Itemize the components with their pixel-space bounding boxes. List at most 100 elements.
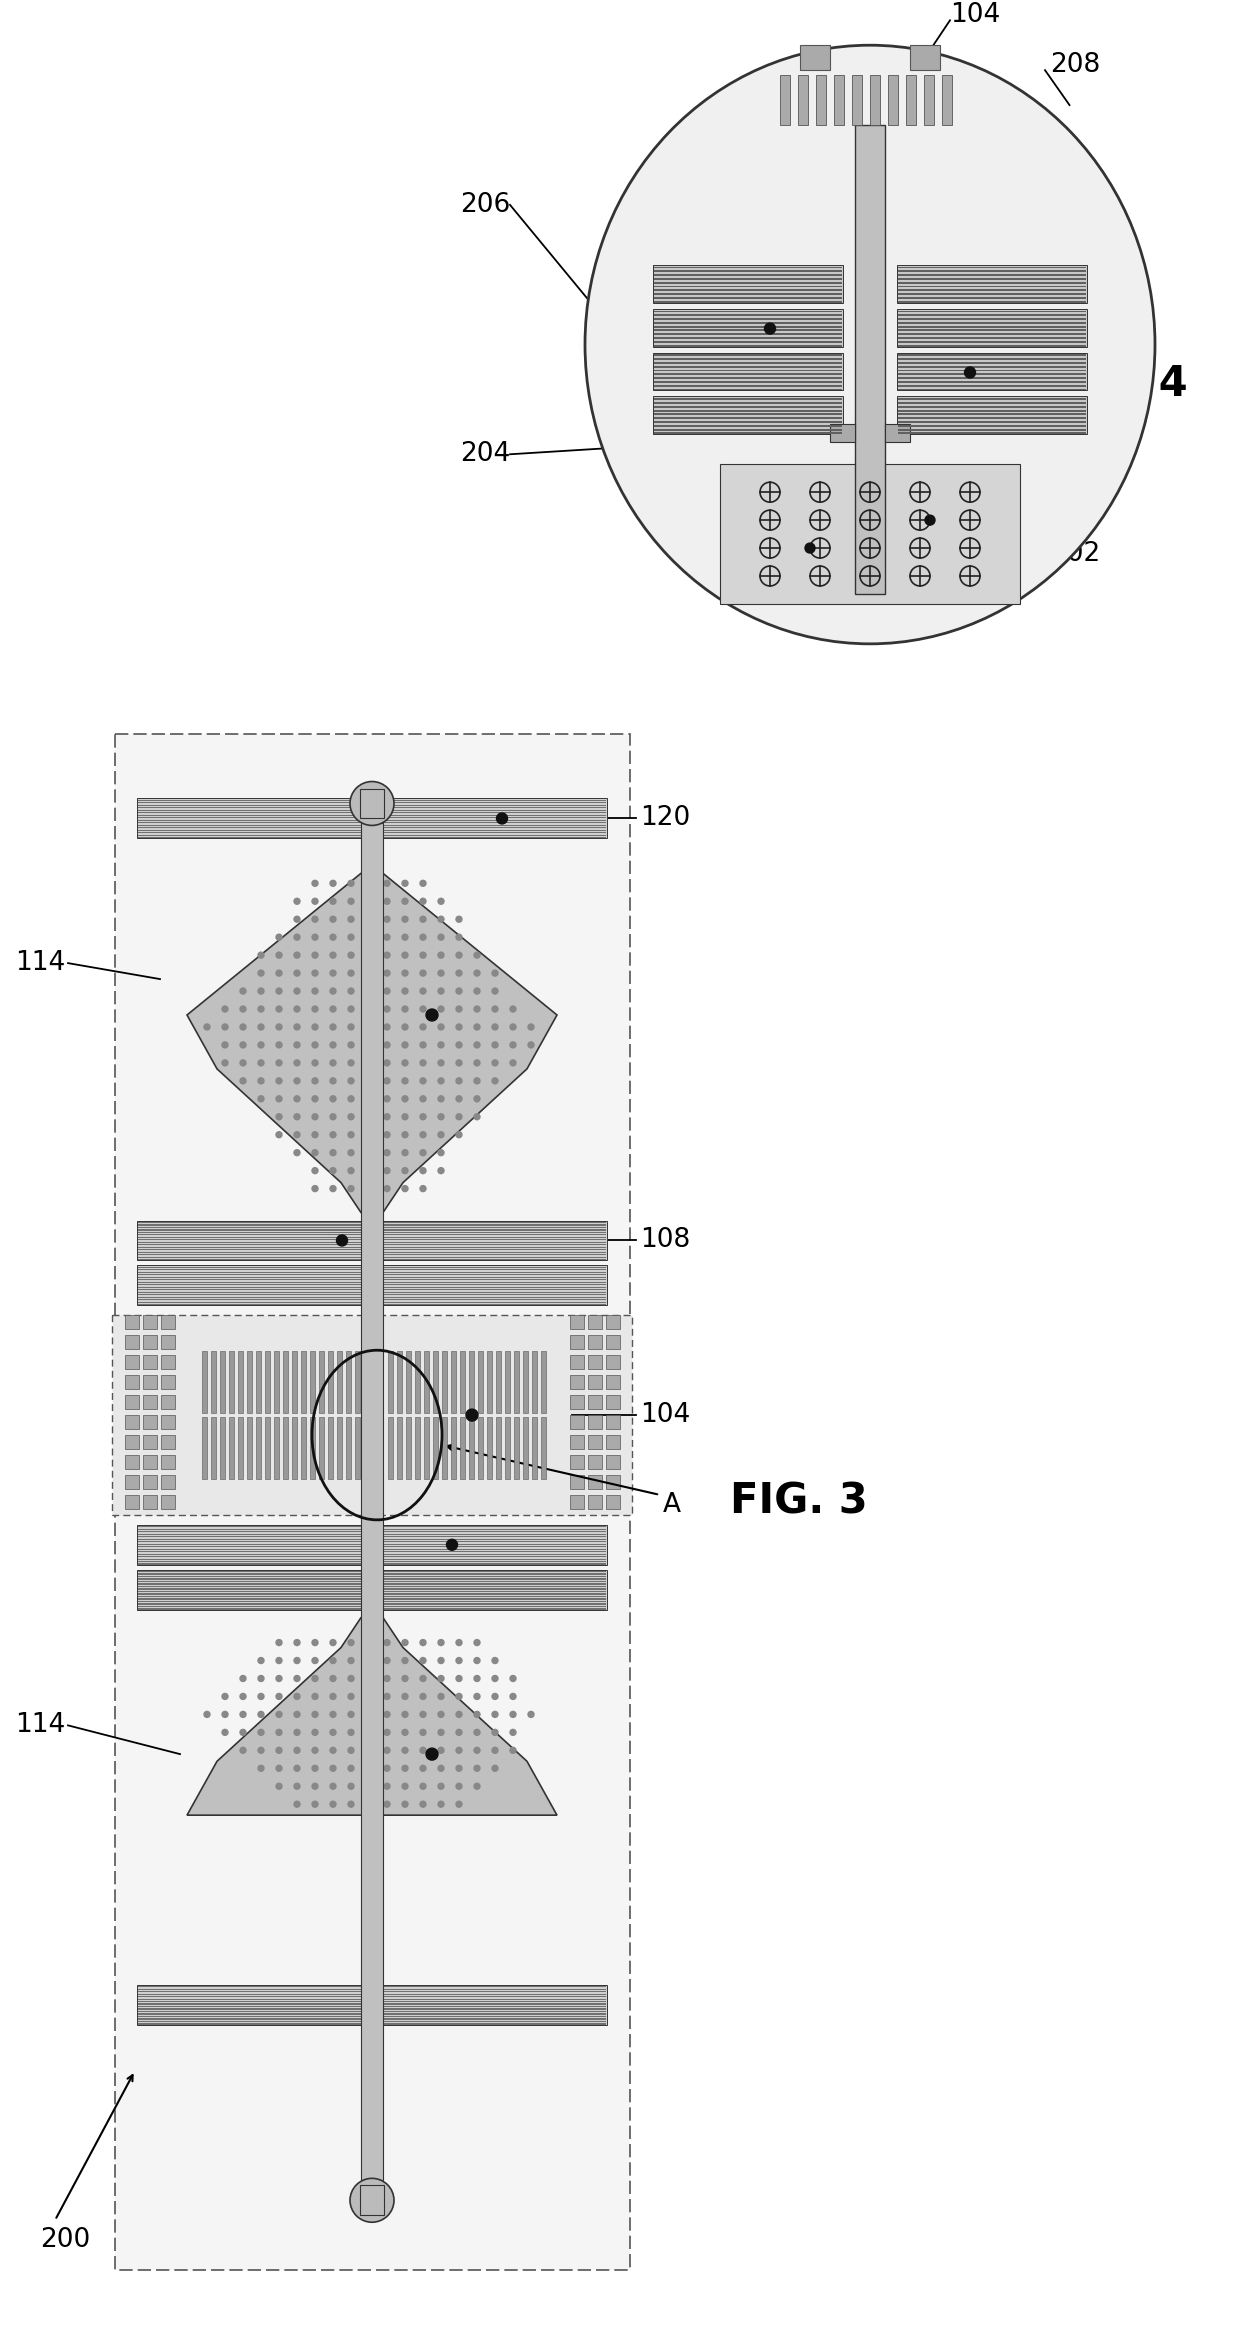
Bar [541,1351,546,1412]
Circle shape [438,1748,444,1752]
Circle shape [348,1801,353,1808]
Text: 104: 104 [640,1403,691,1428]
Bar [355,1351,360,1412]
Circle shape [384,1042,391,1048]
Circle shape [277,1114,281,1121]
Circle shape [294,1675,300,1682]
Circle shape [277,1640,281,1645]
Polygon shape [187,1617,557,1815]
Circle shape [241,1694,246,1699]
Bar [469,1417,474,1480]
Ellipse shape [585,44,1154,643]
Circle shape [474,969,480,976]
Bar [570,1475,584,1489]
Circle shape [438,1675,444,1682]
Circle shape [456,1694,463,1699]
Circle shape [294,969,300,976]
Circle shape [456,1007,463,1011]
Circle shape [294,899,300,904]
Circle shape [277,1095,281,1102]
Circle shape [348,1042,353,1048]
Circle shape [456,1801,463,1808]
Text: 120: 120 [640,806,691,832]
Bar [161,1496,175,1510]
Bar [570,1316,584,1330]
Circle shape [474,1023,480,1030]
Circle shape [294,1640,300,1645]
Bar [897,352,1087,391]
Circle shape [402,1042,408,1048]
Circle shape [294,934,300,941]
Circle shape [474,1079,480,1083]
Circle shape [420,1675,427,1682]
Circle shape [294,1748,300,1752]
Text: 204: 204 [460,440,510,468]
Bar [361,822,383,2181]
Circle shape [366,1801,372,1808]
Circle shape [384,1007,391,1011]
Circle shape [348,1640,353,1645]
Bar [897,308,1087,347]
Circle shape [402,1748,408,1752]
Circle shape [402,1023,408,1030]
Circle shape [348,1694,353,1699]
Circle shape [348,1167,353,1174]
Circle shape [330,1729,336,1736]
Bar [606,1496,620,1510]
Circle shape [336,1235,347,1247]
Circle shape [330,1766,336,1771]
Bar [570,1356,584,1370]
Bar [606,1375,620,1389]
Bar [143,1454,157,1468]
Circle shape [402,1186,408,1191]
Bar [136,1265,608,1305]
Bar [388,1417,393,1480]
Bar [211,1417,216,1480]
Circle shape [474,1782,480,1789]
Bar [570,1454,584,1468]
Circle shape [222,1023,228,1030]
Circle shape [348,1675,353,1682]
Circle shape [420,1079,427,1083]
Text: 114: 114 [760,580,810,606]
Circle shape [402,916,408,923]
Text: 104: 104 [950,2,1001,28]
Circle shape [456,1729,463,1736]
Circle shape [330,1657,336,1664]
Circle shape [510,1729,516,1736]
Circle shape [330,1060,336,1065]
Bar [606,1454,620,1468]
Circle shape [294,1729,300,1736]
Circle shape [222,1713,228,1717]
Circle shape [420,934,427,941]
Circle shape [402,1095,408,1102]
Circle shape [456,1782,463,1789]
Circle shape [420,1657,427,1664]
Circle shape [474,1694,480,1699]
Circle shape [474,1748,480,1752]
Circle shape [438,1729,444,1736]
Bar [588,1316,601,1330]
Circle shape [492,1729,498,1736]
Bar [523,1351,528,1412]
Circle shape [312,1167,317,1174]
Bar [780,75,790,126]
Bar [125,1396,139,1410]
Bar [570,1335,584,1349]
Circle shape [402,1007,408,1011]
Bar [112,1316,632,1514]
Circle shape [528,1042,534,1048]
Bar [125,1316,139,1330]
Circle shape [258,1060,264,1065]
Circle shape [312,1640,317,1645]
Bar [835,75,844,126]
Bar [143,1356,157,1370]
Bar [505,1417,510,1480]
Circle shape [492,1657,498,1664]
Circle shape [438,1149,444,1156]
Bar [924,75,934,126]
Bar [125,1454,139,1468]
Circle shape [420,1007,427,1011]
Circle shape [420,1694,427,1699]
Circle shape [258,988,264,995]
